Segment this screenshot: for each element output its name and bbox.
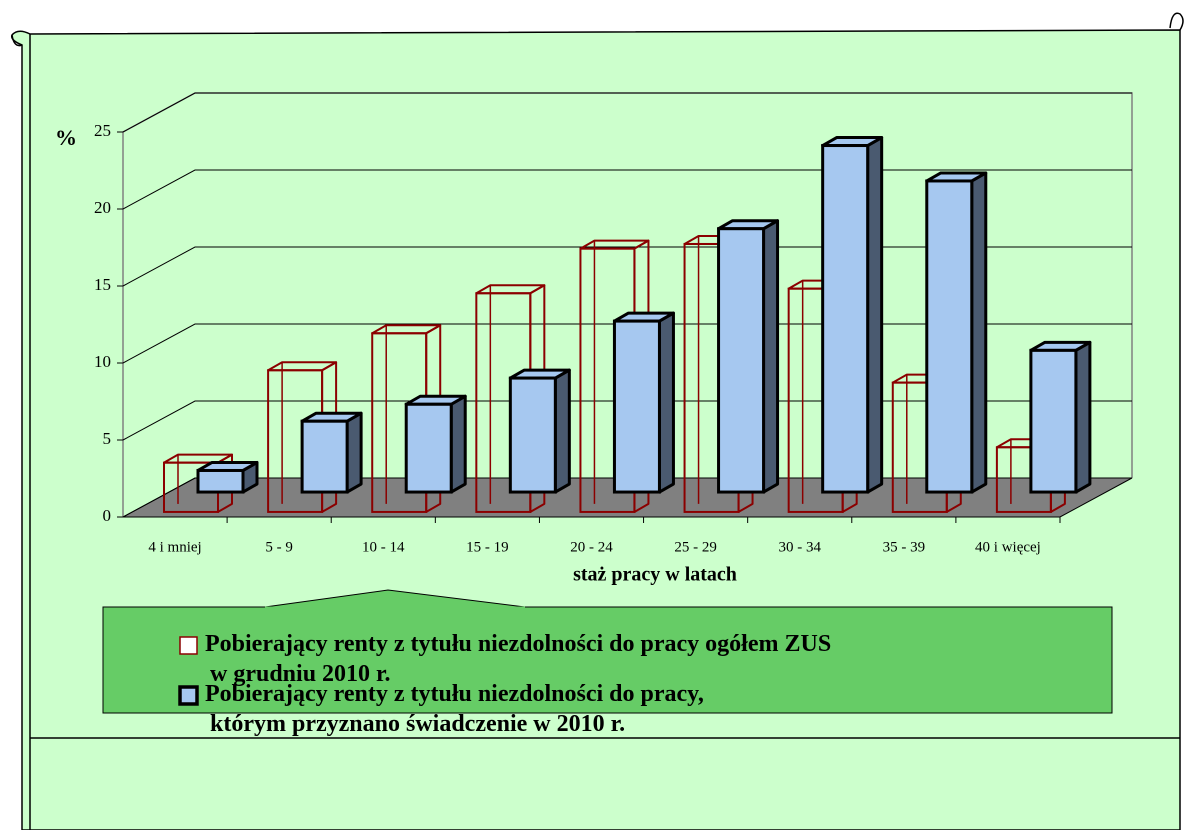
grid-line <box>122 169 1132 210</box>
legend-swatch <box>179 636 198 655</box>
bar <box>821 136 884 494</box>
legend-label: Pobierający renty z tytułu niezdolności … <box>205 681 704 737</box>
bar-front <box>404 402 453 494</box>
y-tick-label: 10 <box>94 352 111 371</box>
y-tick-label: 25 <box>94 121 111 140</box>
bar <box>508 368 571 494</box>
bar-front <box>717 227 766 494</box>
grid-line <box>122 323 1132 364</box>
x-tick-label: 20 - 24 <box>570 539 613 555</box>
legend-label: Pobierający renty z tytułu niezdolności … <box>205 631 831 687</box>
y-tick-label: 15 <box>94 275 111 294</box>
bar <box>925 171 988 494</box>
legend-swatch <box>178 685 199 706</box>
legend-line: Pobierający renty z tytułu niezdolności … <box>205 631 831 657</box>
bar-side <box>1074 340 1092 494</box>
bar <box>300 411 363 494</box>
x-tick-label: 15 - 19 <box>466 539 509 555</box>
legend-line: w grudniu 2010 r. <box>210 661 391 687</box>
bar <box>404 394 467 494</box>
grid-line <box>122 400 1132 441</box>
grid-line <box>122 92 1132 133</box>
bar-front <box>612 319 661 494</box>
bar <box>1029 340 1092 494</box>
legend-line: którym przyznano świadczenie w 2010 r. <box>210 711 625 737</box>
bar-side <box>970 171 988 494</box>
x-tick-label: 25 - 29 <box>674 539 717 555</box>
bar-front <box>1029 348 1078 494</box>
bar-front <box>196 468 245 494</box>
y-tick-label: 5 <box>103 429 112 448</box>
bar-side <box>553 368 571 494</box>
x-axis-label: staż pracy w latach <box>573 564 737 586</box>
x-tick-label: 5 - 9 <box>265 539 293 555</box>
bar-front <box>925 179 974 494</box>
bar <box>717 219 780 494</box>
x-tick-label: 40 i więcej <box>975 539 1041 555</box>
bar-side <box>866 136 884 494</box>
y-unit-label: % <box>55 125 77 150</box>
x-tick-label: 4 i mniej <box>148 539 201 555</box>
bar-front <box>821 144 870 494</box>
bar-side <box>657 311 675 494</box>
bar <box>196 460 259 494</box>
legend-line: Pobierający renty z tytułu niezdolności … <box>205 681 704 707</box>
legend-box <box>102 606 1113 714</box>
bar-front <box>300 419 349 494</box>
grid-line <box>122 477 1132 518</box>
bar-side <box>345 411 363 494</box>
y-tick-label: 0 <box>103 506 112 525</box>
x-tick-label: 35 - 39 <box>883 539 926 555</box>
y-tick-label: 20 <box>94 198 111 217</box>
x-tick-label: 30 - 34 <box>778 539 821 555</box>
x-tick-label: 10 - 14 <box>362 539 405 555</box>
bar-front <box>508 376 557 494</box>
scroll-curl <box>11 12 1184 830</box>
legend-pointer <box>264 589 526 608</box>
bar-side <box>449 394 467 494</box>
bar <box>612 311 675 494</box>
grid-line <box>122 246 1132 287</box>
bar-side <box>762 219 780 494</box>
